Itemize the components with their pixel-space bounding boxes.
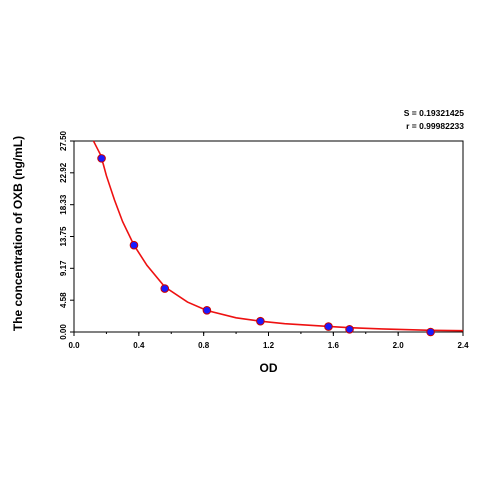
x-axis-title: OD — [260, 361, 278, 375]
data-point — [256, 316, 265, 326]
y-tick-label: 9.17 — [59, 260, 68, 276]
fit-curve-line — [92, 140, 464, 332]
data-point — [129, 240, 139, 250]
data-point — [202, 306, 212, 315]
stat-s-value: S = 0.19321425 — [403, 108, 464, 118]
plot-area: 0.0 0.4 0.8 1.2 1.6 2.0 2.4 0.00 4.58 9.17 13.75 18… — [11, 130, 469, 375]
data-point — [426, 327, 435, 337]
x-tick-label: 1.2 — [263, 341, 275, 350]
y-tick-label: 13.75 — [59, 226, 68, 247]
plot-frame — [73, 140, 464, 333]
x-tick-label: 0.4 — [133, 341, 145, 350]
x-tick-label: 2.0 — [393, 341, 405, 350]
y-tick-label: 4.58 — [59, 292, 68, 308]
x-tick-label: 2.4 — [457, 341, 469, 350]
y-axis-title: The concentration of OXB (ng/mL) — [11, 136, 25, 331]
data-point — [345, 324, 354, 334]
y-tick-label: 27.50 — [59, 130, 68, 151]
x-tick-label: 0.8 — [198, 341, 210, 350]
data-point — [324, 322, 333, 331]
data-point — [160, 284, 170, 293]
x-tick-label: 0.0 — [68, 341, 80, 350]
stat-r-value: r = 0.99982233 — [406, 121, 464, 131]
y-tick-label: 18.33 — [59, 194, 68, 215]
x-tick-label: 1.6 — [328, 341, 340, 350]
y-tick-label: 0.00 — [59, 324, 68, 340]
data-point — [97, 154, 106, 163]
y-tick-label: 22.92 — [59, 162, 68, 183]
